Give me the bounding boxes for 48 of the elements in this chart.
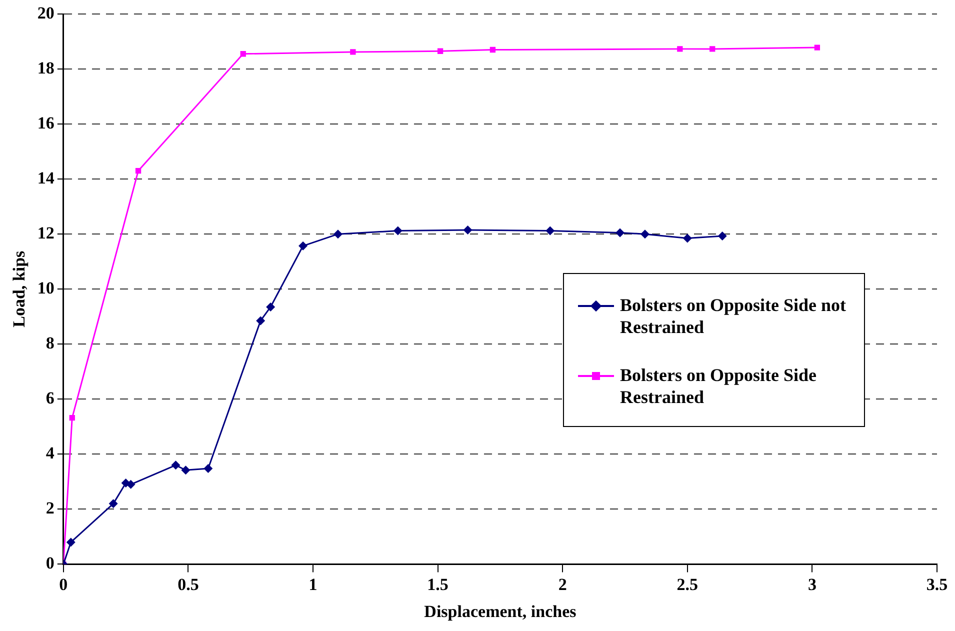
y-axis-title: Load, kips	[10, 250, 29, 328]
point	[135, 168, 142, 174]
y-tick-label: 12	[37, 223, 54, 242]
point	[266, 302, 276, 312]
y-tick-label: 20	[37, 3, 54, 22]
x-tick-label: 0	[59, 574, 68, 594]
legend-label: Bolsters on Opposite Side not Restrained	[620, 294, 848, 338]
point	[682, 234, 692, 243]
x-tick-label: 2.5	[676, 574, 698, 594]
y-tick-label: 4	[46, 444, 55, 463]
point	[204, 464, 213, 473]
point	[66, 538, 76, 547]
point	[463, 225, 472, 234]
point	[69, 415, 75, 421]
x-tick-label: 1	[308, 574, 318, 594]
point	[490, 46, 496, 53]
y-tick-label: 14	[37, 168, 55, 188]
point	[437, 48, 444, 54]
point	[677, 46, 683, 52]
point	[350, 49, 356, 55]
y-tick-label: 10	[37, 278, 54, 298]
point	[333, 230, 342, 239]
x-tick-label: 1.5	[427, 574, 448, 594]
y-tick-label: 0	[46, 554, 54, 573]
point	[298, 241, 308, 250]
y-tick-label: 16	[37, 113, 54, 132]
y-tick-label: 8	[46, 334, 54, 353]
x-tick-label: 3	[808, 574, 816, 594]
x-tick-label: 0.5	[178, 574, 199, 594]
x-axis-title: Displacement, inches	[424, 602, 577, 622]
point	[546, 226, 555, 236]
point	[710, 46, 716, 52]
point	[393, 226, 402, 236]
point	[616, 228, 625, 238]
y-tick-label: 18	[37, 58, 54, 78]
x-tick-label: 3.5	[926, 574, 948, 594]
point	[181, 466, 190, 475]
point	[640, 230, 650, 239]
point	[256, 316, 266, 326]
point	[814, 44, 820, 50]
point	[171, 460, 180, 470]
legend-label: Bolsters on Opposite Side Restrained	[620, 364, 818, 408]
y-tick-label: 2	[46, 498, 54, 518]
y-tick-label: 6	[46, 388, 54, 408]
point	[108, 499, 118, 508]
x-tick-label: 2	[558, 574, 567, 594]
point	[718, 232, 727, 241]
point	[240, 51, 246, 57]
